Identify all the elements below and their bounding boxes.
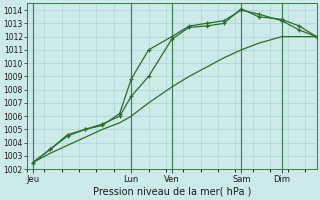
X-axis label: Pression niveau de la mer( hPa ): Pression niveau de la mer( hPa ) [92,187,251,197]
